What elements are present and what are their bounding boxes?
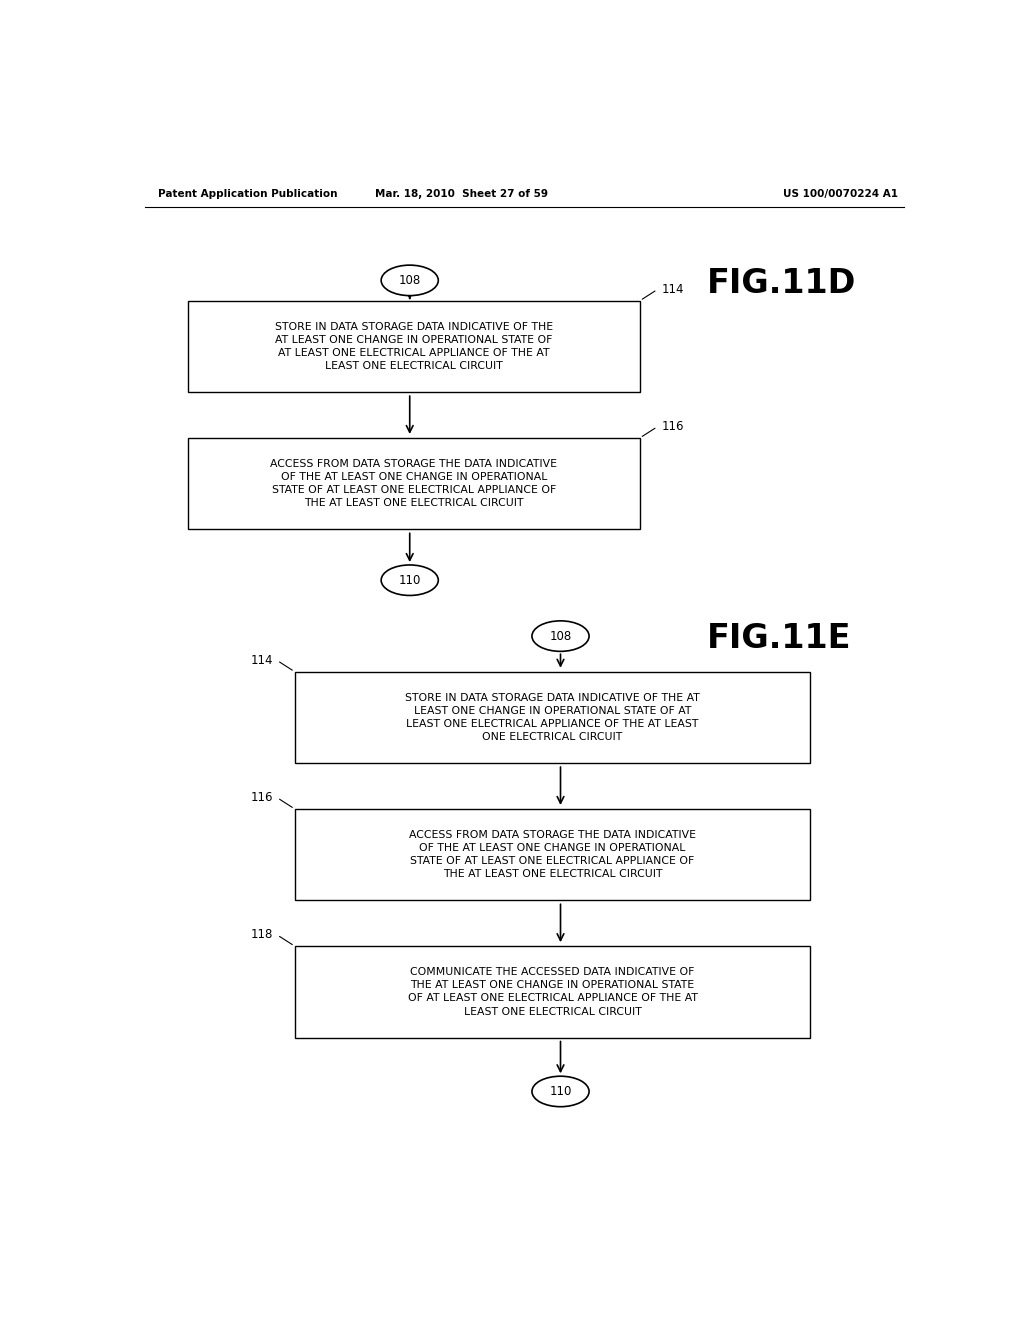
Text: 108: 108: [398, 273, 421, 286]
Text: 110: 110: [398, 574, 421, 586]
Text: FIG.11D: FIG.11D: [708, 267, 857, 300]
Ellipse shape: [531, 620, 589, 651]
Text: 118: 118: [251, 928, 273, 941]
FancyBboxPatch shape: [295, 809, 811, 900]
Text: Patent Application Publication: Patent Application Publication: [158, 189, 338, 199]
FancyBboxPatch shape: [187, 438, 640, 529]
Text: STORE IN DATA STORAGE DATA INDICATIVE OF THE AT
LEAST ONE CHANGE IN OPERATIONAL : STORE IN DATA STORAGE DATA INDICATIVE OF…: [406, 693, 700, 742]
Text: 116: 116: [251, 791, 273, 804]
Text: FIG.11E: FIG.11E: [708, 622, 852, 655]
Ellipse shape: [381, 265, 438, 296]
Text: STORE IN DATA STORAGE DATA INDICATIVE OF THE
AT LEAST ONE CHANGE IN OPERATIONAL : STORE IN DATA STORAGE DATA INDICATIVE OF…: [274, 322, 553, 371]
FancyBboxPatch shape: [187, 301, 640, 392]
Text: Mar. 18, 2010  Sheet 27 of 59: Mar. 18, 2010 Sheet 27 of 59: [375, 189, 548, 199]
Text: ACCESS FROM DATA STORAGE THE DATA INDICATIVE
OF THE AT LEAST ONE CHANGE IN OPERA: ACCESS FROM DATA STORAGE THE DATA INDICA…: [270, 459, 557, 508]
Text: 114: 114: [662, 282, 684, 296]
Text: 110: 110: [549, 1085, 571, 1098]
Text: ACCESS FROM DATA STORAGE THE DATA INDICATIVE
OF THE AT LEAST ONE CHANGE IN OPERA: ACCESS FROM DATA STORAGE THE DATA INDICA…: [409, 830, 696, 879]
Text: 114: 114: [251, 653, 273, 667]
Text: 108: 108: [550, 630, 571, 643]
FancyBboxPatch shape: [295, 672, 811, 763]
Ellipse shape: [381, 565, 438, 595]
FancyBboxPatch shape: [295, 946, 811, 1038]
Text: COMMUNICATE THE ACCESSED DATA INDICATIVE OF
THE AT LEAST ONE CHANGE IN OPERATION: COMMUNICATE THE ACCESSED DATA INDICATIVE…: [408, 968, 697, 1016]
Text: US 100/0070224 A1: US 100/0070224 A1: [782, 189, 898, 199]
Text: 116: 116: [662, 420, 684, 433]
Ellipse shape: [531, 1076, 589, 1106]
